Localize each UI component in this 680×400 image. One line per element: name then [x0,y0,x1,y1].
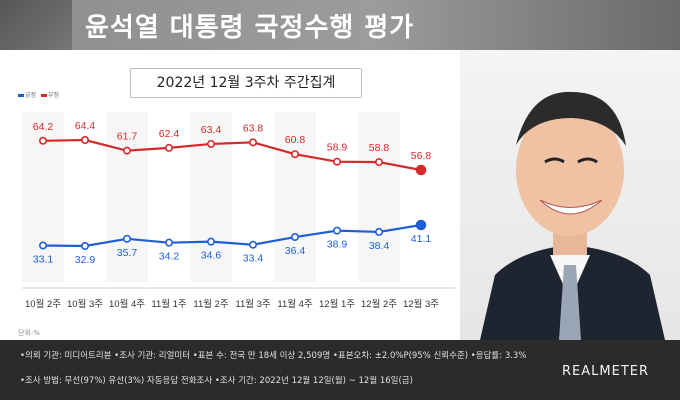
x-tick-label: 10월 3주 [67,298,103,310]
data-point [123,234,132,243]
x-tick-label: 12월 2주 [361,298,397,310]
chart-subtitle: 2022년 12월 3주차 주간집계 [130,68,362,98]
legend: 긍정 부정 [18,90,59,99]
data-label: 35.7 [117,247,138,259]
legend-disapprove-label: 부정 [47,92,60,99]
data-label: 62.4 [159,128,180,140]
column-band [400,112,442,282]
brand-logo: REALMETER [562,364,649,379]
x-tick-label: 10월 4주 [109,298,145,310]
data-point [123,146,132,155]
x-tick-label: 10월 2주 [25,298,61,310]
data-point [415,219,427,231]
series-line-부정 [42,138,422,172]
data-label: 38.9 [327,239,348,251]
x-tick-label: 12월 3주 [403,298,439,310]
data-point [249,240,258,249]
data-point [415,164,427,176]
president-photo [460,50,680,340]
x-tick-label: 11월 4주 [277,298,313,310]
data-label: 33.1 [33,253,54,265]
data-label: 34.6 [201,250,222,262]
column-band [106,112,148,282]
x-tick-label: 11월 2주 [193,298,229,310]
data-point [249,138,258,147]
column-band [274,112,316,282]
data-point [38,136,47,145]
data-label: 58.9 [327,142,348,154]
portrait-illustration [460,50,680,340]
unit-label: 단위:% [18,329,40,337]
data-point [374,227,383,236]
data-label: 64.2 [33,121,54,133]
data-label: 56.8 [411,150,432,162]
data-label: 41.1 [411,233,432,245]
data-label: 63.8 [243,122,264,134]
data-label: 34.2 [159,251,180,263]
column-band [358,112,400,282]
series-line-긍정 [42,223,422,248]
data-point [374,158,383,167]
x-tick-label: 12월 1주 [319,298,355,310]
data-label: 38.4 [369,240,390,252]
line-chart: 10월 2주 10월 3주 10월 4주 11월 1주 11월 2주 11월 3주 11월 … [22,112,455,310]
data-point [38,241,47,250]
x-tick-label: 11월 1주 [151,298,187,310]
footer-line-2: •조사 방법: 무선(97%) 유선(3%) 자동응답 전화조사 •조사 기간:… [20,376,413,386]
footer-line-1: •의뢰 기관: 미디어트리뷴 •조사 기관: 리얼미터 •표본 수: 전국 만 … [20,351,527,361]
data-label: 64.4 [75,120,96,132]
data-point [81,242,90,251]
legend-approve-label: 긍정 [25,92,37,99]
title-bar: 윤석열 대통령 국정수행 평가 [0,0,680,50]
legend-approve-swatch [18,94,24,97]
legend-disapprove-swatch [40,94,47,97]
data-label: 36.4 [285,245,306,257]
data-point [207,139,216,148]
data-point [165,143,174,152]
footer: •의뢰 기관: 미디어트리뷴 •조사 기관: 리얼미터 •표본 수: 전국 만 … [0,340,680,400]
column-band [148,112,190,282]
data-point [332,226,341,235]
data-label: 58.8 [369,142,390,154]
data-point [165,238,174,247]
data-point [207,237,216,246]
column-band [316,112,358,282]
data-point [81,136,90,145]
x-tick-label: 11월 3주 [235,298,271,310]
data-point [290,150,299,159]
data-label: 33.4 [243,253,264,265]
data-label: 63.4 [201,124,222,136]
title-accent [0,0,72,50]
data-label: 32.9 [75,254,96,266]
data-point [290,233,299,242]
data-label: 61.7 [117,131,138,143]
data-label: 60.8 [285,134,306,146]
data-point [332,157,341,166]
page-title: 윤석열 대통령 국정수행 평가 [85,13,415,43]
